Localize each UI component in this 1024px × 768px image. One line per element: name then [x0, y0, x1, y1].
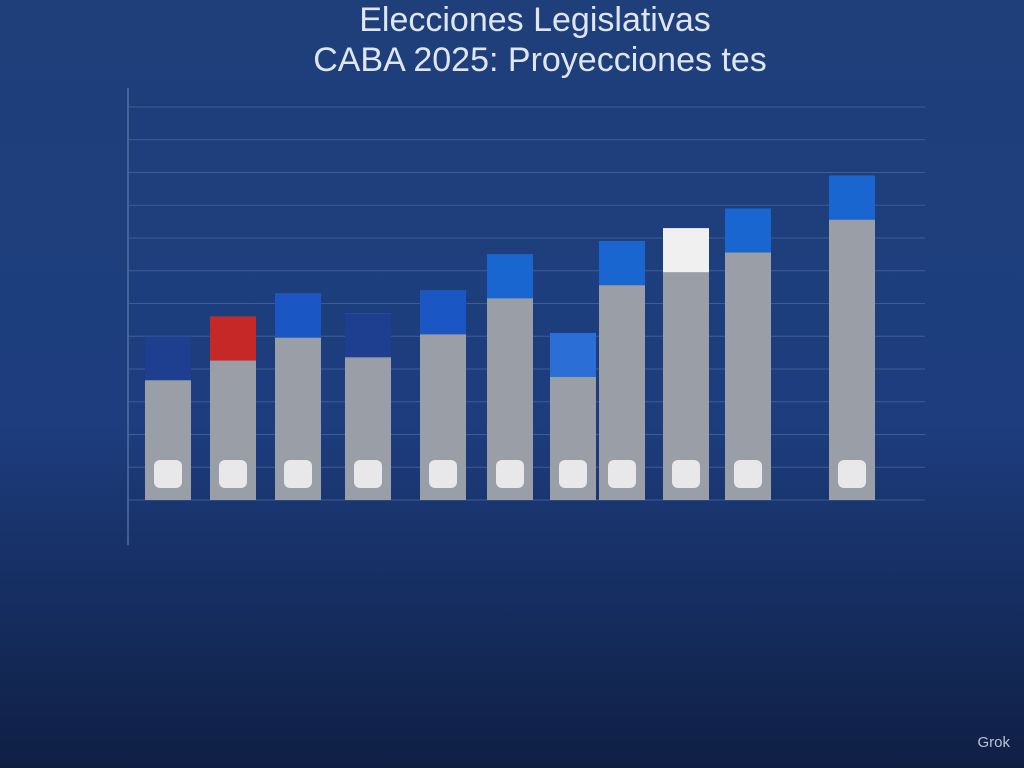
party-logo [599, 241, 645, 286]
chart-title: Elecciones Legislativas [359, 1, 711, 39]
watermark: Grok [977, 734, 1010, 751]
party-emblem [496, 460, 524, 488]
party-logo [345, 313, 391, 358]
party-emblem [608, 460, 636, 488]
party-logo [829, 175, 875, 220]
party-emblem [559, 460, 587, 488]
party-emblem [734, 460, 762, 488]
party-logo [275, 293, 321, 338]
party-emblem [672, 460, 700, 488]
bar [725, 208, 771, 500]
party-logo [550, 332, 596, 377]
bar [829, 175, 875, 500]
chart-title: CABA 2025: Proyecciones tes [313, 41, 767, 79]
party-emblem [219, 460, 247, 488]
party-emblem [154, 460, 182, 488]
party-logo [420, 290, 466, 335]
party-logo [145, 336, 191, 381]
party-emblem [354, 460, 382, 488]
party-logo [725, 208, 771, 253]
party-logo [210, 316, 256, 361]
party-emblem [429, 460, 457, 488]
party-logo [487, 254, 533, 299]
bar [663, 228, 709, 501]
party-emblem [284, 460, 312, 488]
party-logo [663, 228, 709, 273]
party-emblem [838, 460, 866, 488]
